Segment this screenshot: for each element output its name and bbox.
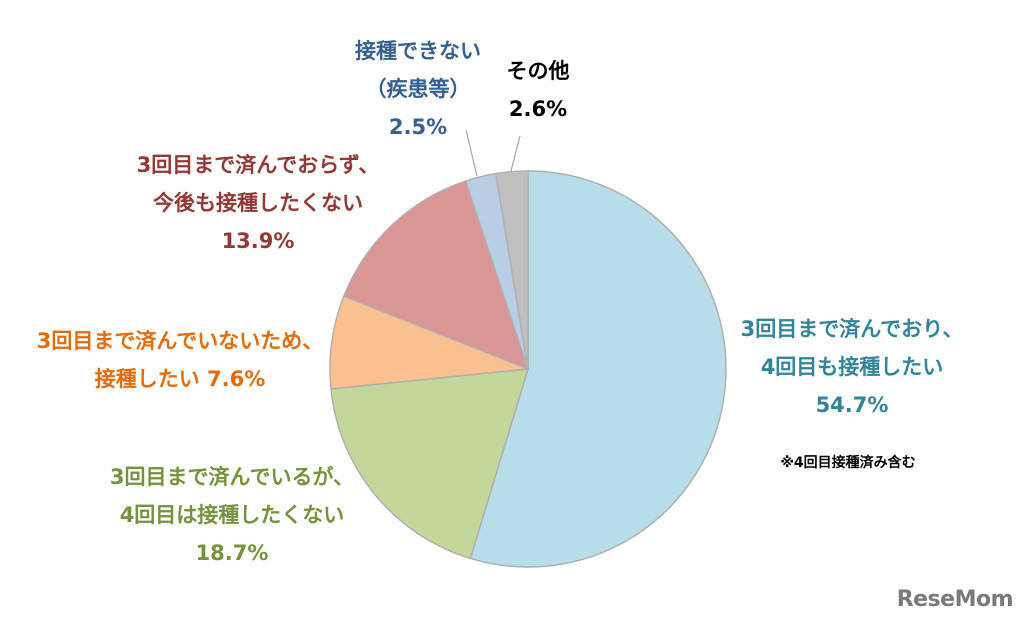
slice-label-4: 接種できない（疾患等） 2.5% xyxy=(355,39,481,139)
resemom-logo: ReseMom xyxy=(896,587,1014,612)
leader-line-4 xyxy=(465,129,478,177)
pie-slice-0 xyxy=(469,170,727,568)
slice-label-0: 3回目まで済んでおり、 4回目も接種したい 54.7% xyxy=(741,317,964,417)
slice-label-1: 3回目まで済んでいるが、 4回目は接種したくない 18.7% xyxy=(110,465,354,565)
footnote: ※4回目接種済み含む xyxy=(780,454,915,471)
slice-label-5: その他 2.6% xyxy=(507,59,570,121)
pie-slice-1 xyxy=(330,368,530,560)
pie-slice-2 xyxy=(329,295,529,390)
pie-slice-5 xyxy=(494,170,529,370)
slice-label-2: 3回目まで済んでいないため、接種したい 7.6% xyxy=(37,329,324,391)
slice-label-3: 3回目まで済んでおらず、今後も接種したくない 13.9% xyxy=(137,153,380,253)
pie-slice-3 xyxy=(342,180,530,371)
leader-line-5 xyxy=(510,135,521,172)
